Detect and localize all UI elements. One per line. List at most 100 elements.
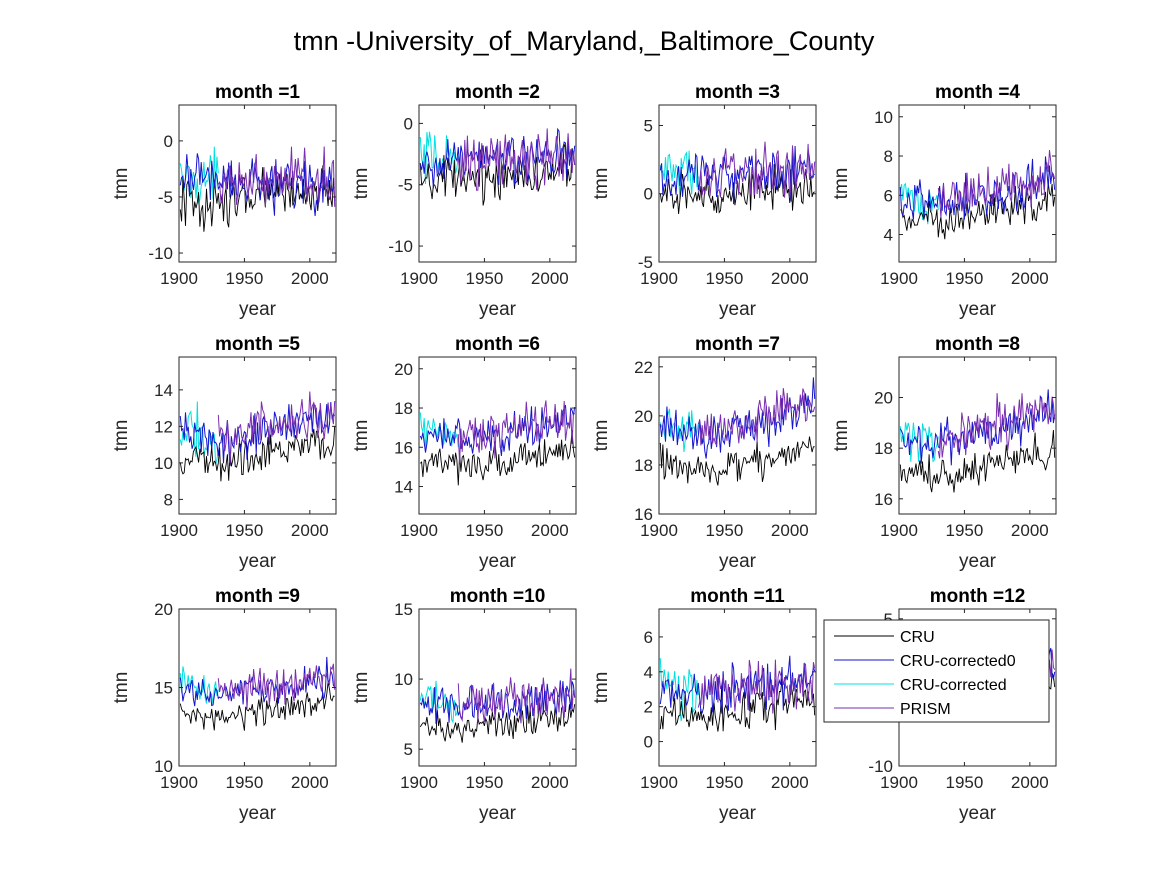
y-tick-label: 4: [644, 663, 653, 682]
series-line-cru: [419, 142, 576, 206]
y-tick-label: -10: [148, 244, 173, 263]
x-axis-label: year: [719, 299, 757, 320]
axes-box: [418, 356, 577, 515]
axes-box: [898, 104, 1057, 263]
series-line-cru-corrected0: [659, 145, 816, 205]
y-axis-label: tmn: [591, 672, 612, 704]
y-tick-label: 22: [634, 358, 653, 377]
axes-box: [418, 104, 577, 263]
y-tick-label: 0: [644, 185, 653, 204]
x-tick-label: 1950: [706, 269, 744, 288]
y-axis-label: tmn: [111, 420, 132, 452]
x-tick-label: 1950: [466, 521, 504, 540]
subplot-month-1: month =1 1900 1950 2000 -10 -5 0 year tmn: [111, 82, 337, 320]
y-tick-label: 10: [394, 670, 413, 689]
subplot-title: month =10: [450, 586, 546, 607]
y-tick-label: 10: [874, 108, 893, 127]
y-tick-label: 18: [634, 456, 653, 475]
x-tick-label: 1950: [226, 521, 264, 540]
series-line-prism: [217, 663, 336, 709]
y-tick-label: 20: [874, 389, 893, 408]
series-group: [899, 150, 1056, 240]
x-tick-label: 1900: [640, 773, 678, 792]
x-tick-label: 1950: [946, 269, 984, 288]
y-tick-label: 8: [164, 490, 173, 509]
y-tick-label: 18: [874, 439, 893, 458]
subplot-month-6: month =6 1900 1950 2000 14 16 18 20 year tmn: [351, 334, 577, 572]
subplot-title: month =12: [930, 586, 1026, 607]
y-tick-label: 4: [884, 226, 893, 245]
subplot-month-4: month =4 1900 1950 2000 4 6 8 10 year tmn: [831, 82, 1057, 320]
series-line-prism: [697, 141, 816, 199]
series-line-cru-corrected: [419, 680, 459, 724]
x-tick-label: 2000: [771, 521, 809, 540]
x-tick-label: 1900: [400, 773, 438, 792]
y-tick-label: 20: [154, 600, 173, 619]
subplot-title: month =2: [455, 82, 540, 103]
figure-title: tmn -University_of_Maryland,_Baltimore_C…: [294, 26, 875, 56]
x-axis-label: year: [239, 551, 277, 572]
x-tick-label: 1900: [880, 521, 918, 540]
series-line-cru-corrected: [899, 422, 939, 464]
series-line-cru: [179, 426, 336, 482]
series-line-cru: [899, 429, 1056, 493]
series-group: [419, 127, 576, 206]
series-line-prism: [457, 400, 576, 464]
series-line-cru-corrected0: [659, 655, 816, 714]
x-axis-label: year: [959, 551, 997, 572]
axes-box: [898, 356, 1057, 515]
x-tick-label: 1900: [880, 269, 918, 288]
subplot-month-8: month =8 1900 1950 2000 16 18 20 year tmn: [831, 334, 1057, 572]
y-axis-label: tmn: [351, 672, 372, 704]
x-axis-label: year: [479, 803, 517, 824]
x-tick-label: 2000: [291, 521, 329, 540]
y-tick-label: -5: [638, 253, 653, 272]
y-axis-label: tmn: [111, 672, 132, 704]
subplot-title: month =4: [935, 82, 1020, 103]
series-line-cru: [659, 678, 816, 732]
x-tick-label: 1900: [160, 773, 198, 792]
x-tick-label: 1900: [400, 521, 438, 540]
axes-box: [178, 356, 337, 515]
series-group: [419, 400, 576, 486]
subplot-month-7: month =7 1900 1950 2000 16 18 20 22 year tmn: [591, 334, 817, 572]
axes-box: [178, 104, 337, 263]
x-tick-label: 2000: [531, 773, 569, 792]
subplot-month-11: month =11 1900 1950 2000 0 2 4 6 year tmn: [591, 586, 817, 824]
series-line-cru-corrected: [179, 401, 219, 465]
x-tick-label: 2000: [1011, 269, 1049, 288]
series-group: [419, 668, 576, 743]
series-group: [659, 377, 816, 486]
y-axis-label: tmn: [591, 420, 612, 452]
x-tick-label: 1950: [946, 773, 984, 792]
series-group: [659, 141, 816, 215]
subplot-title: month =5: [215, 334, 300, 355]
series-group: [179, 391, 336, 482]
series-group: [179, 656, 336, 731]
series-group: [179, 146, 336, 232]
subplot-title: month =8: [935, 334, 1020, 355]
x-tick-label: 1950: [706, 521, 744, 540]
x-tick-label: 1950: [226, 773, 264, 792]
legend-box: [823, 619, 1050, 723]
axes-box: [658, 608, 817, 767]
x-axis-label: year: [479, 299, 517, 320]
subplot-title: month =3: [695, 82, 780, 103]
legend-label-cru-corrected: CRU-corrected: [900, 677, 1007, 694]
x-tick-label: 1950: [226, 269, 264, 288]
subplot-title: month =1: [215, 82, 300, 103]
x-axis-label: year: [479, 551, 517, 572]
y-tick-label: 18: [394, 399, 413, 418]
y-tick-label: 0: [644, 733, 653, 752]
subplot-month-10: month =10 1900 1950 2000 5 10 15 year tmn: [351, 586, 577, 824]
axes-box: [418, 608, 577, 767]
subplot-month-3: month =3 1900 1950 2000 -5 0 5 year tmn: [591, 82, 817, 320]
y-tick-label: 0: [404, 114, 413, 133]
y-tick-label: 16: [394, 438, 413, 457]
series-line-prism: [697, 388, 816, 447]
subplot-month-2: month =2 1900 1950 2000 -10 -5 0 year tmn: [351, 82, 577, 320]
subplot-title: month =11: [690, 586, 785, 607]
y-tick-label: -5: [158, 188, 173, 207]
y-tick-label: 6: [884, 186, 893, 205]
